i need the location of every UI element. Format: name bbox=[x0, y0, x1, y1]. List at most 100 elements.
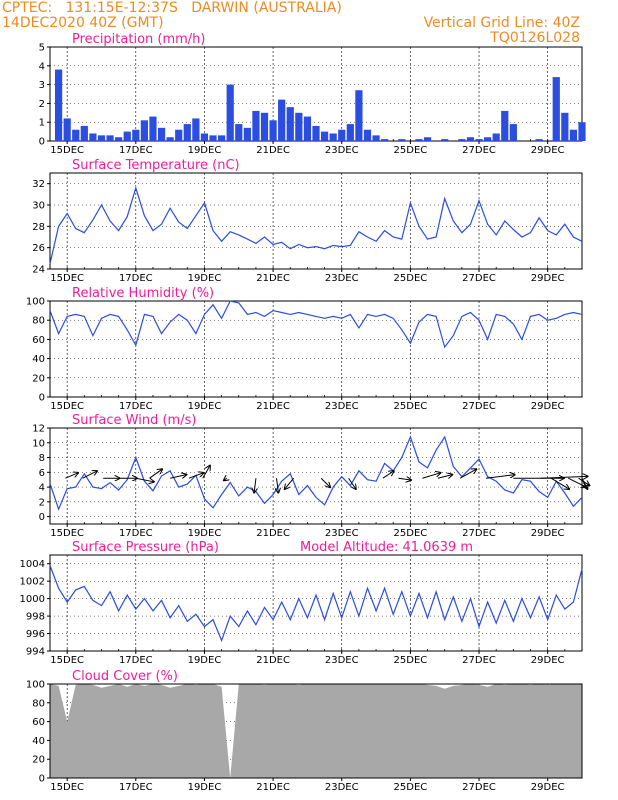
precip-bar bbox=[226, 84, 234, 141]
precip-bar bbox=[278, 99, 286, 141]
precip-bar bbox=[372, 135, 380, 141]
precip-bar bbox=[381, 139, 389, 141]
x-tick-label: 27DEC bbox=[462, 145, 496, 156]
y-tick-label: 1 bbox=[39, 118, 45, 129]
panel-frame bbox=[49, 554, 583, 652]
y-tick-label: 12 bbox=[32, 424, 45, 435]
x-tick-label: 25DEC bbox=[394, 782, 428, 793]
precip-bar bbox=[183, 124, 191, 141]
panel-title: Precipitation (mm/h) bbox=[72, 32, 205, 47]
x-tick-label: 21DEC bbox=[256, 782, 290, 793]
humidity-line bbox=[49, 300, 583, 349]
precip-bar bbox=[561, 112, 569, 141]
panel-pressure: 15DEC 17DEC 19DEC 21DEC 23DEC 25DEC 27DEC 29DEC… bbox=[20, 540, 583, 666]
precip-bar bbox=[569, 129, 578, 141]
x-tick-label: 15DEC bbox=[50, 145, 84, 156]
y-tick-label: 60 bbox=[32, 717, 45, 728]
chart-header: CPTEC: 131:15E-12:37S DARWIN (AUSTRALIA)… bbox=[0, 0, 618, 48]
wind-arrow bbox=[348, 477, 356, 489]
precip-bar bbox=[209, 135, 217, 141]
y-tick-label: 40 bbox=[32, 354, 45, 365]
precip-bar bbox=[252, 110, 260, 141]
x-tick-label: 27DEC bbox=[462, 655, 496, 666]
y-tick-label: 1004 bbox=[20, 559, 45, 570]
x-tick-label: 23DEC bbox=[325, 401, 359, 412]
y-tick-label: 100 bbox=[26, 297, 45, 308]
panel-frame bbox=[49, 300, 583, 398]
x-tick-label: 17DEC bbox=[119, 401, 153, 412]
y-tick-label: 2 bbox=[39, 497, 45, 508]
pressure-line bbox=[49, 565, 583, 643]
wind-line bbox=[49, 435, 583, 511]
precip-bar bbox=[484, 137, 492, 141]
wind-arrow bbox=[382, 471, 394, 479]
wind-arrow bbox=[202, 466, 210, 479]
x-tick-label: 15DEC bbox=[50, 401, 84, 412]
y-tick-label: 0 bbox=[39, 393, 45, 404]
y-tick-label: 0 bbox=[39, 774, 45, 785]
y-tick-label: 40 bbox=[32, 736, 45, 747]
precip-bar bbox=[243, 127, 251, 141]
y-tick-label: 32 bbox=[32, 179, 45, 190]
precip-bar bbox=[552, 77, 560, 141]
precip-bar bbox=[441, 139, 449, 141]
wind-arrow bbox=[82, 471, 97, 479]
precip-bar bbox=[157, 127, 166, 141]
y-tick-label: 24 bbox=[32, 265, 45, 276]
temperature-line bbox=[49, 185, 583, 264]
x-tick-label: 19DEC bbox=[188, 528, 222, 539]
precip-bar bbox=[97, 135, 106, 141]
y-tick-label: 10 bbox=[32, 438, 45, 449]
precip-bar bbox=[423, 137, 432, 141]
panel-annotation: Model Altitude: 41.0639 m bbox=[300, 540, 473, 555]
x-tick-label: 29DEC bbox=[531, 273, 565, 284]
precip-bar bbox=[54, 69, 63, 141]
precip-bar bbox=[363, 129, 372, 141]
y-tick-label: 5 bbox=[39, 43, 45, 54]
precip-bar bbox=[509, 124, 517, 141]
wind-arrow bbox=[422, 473, 440, 479]
precip-bar bbox=[123, 131, 131, 141]
precip-bar bbox=[578, 122, 586, 141]
precip-bar bbox=[320, 131, 329, 141]
vertical-grid-line-label: Vertical Grid Line: 40Z bbox=[423, 15, 580, 31]
y-tick-label: 1002 bbox=[20, 577, 45, 588]
precip-bar bbox=[218, 135, 226, 141]
x-tick-label: 23DEC bbox=[325, 655, 359, 666]
panel-title: Cloud Cover (%) bbox=[72, 669, 178, 684]
precip-bar bbox=[346, 124, 354, 141]
x-tick-label: 19DEC bbox=[188, 655, 222, 666]
y-tick-label: 1000 bbox=[20, 594, 45, 605]
x-tick-label: 15DEC bbox=[50, 782, 84, 793]
precip-bar bbox=[312, 125, 320, 141]
y-tick-label: 0 bbox=[39, 512, 45, 523]
precip-bar bbox=[458, 139, 466, 141]
wind-arrow bbox=[485, 475, 515, 479]
run-date: 14DEC2020 40Z (GMT) bbox=[2, 15, 164, 31]
y-tick-label: 994 bbox=[26, 647, 45, 658]
y-tick-label: 60 bbox=[32, 335, 45, 346]
x-tick-label: 23DEC bbox=[325, 782, 359, 793]
wind-arrow bbox=[149, 469, 163, 479]
y-tick-label: 6 bbox=[39, 468, 45, 479]
wind-arrow bbox=[459, 469, 476, 479]
y-tick-label: 100 bbox=[26, 680, 45, 691]
y-tick-label: 80 bbox=[32, 698, 45, 709]
panel-temperature: 15DEC 17DEC 19DEC 21DEC 23DEC 25DEC 27DEC 29DEC… bbox=[32, 158, 583, 284]
x-tick-label: 15DEC bbox=[50, 273, 84, 284]
x-tick-label: 21DEC bbox=[256, 528, 290, 539]
y-tick-label: 998 bbox=[26, 612, 45, 623]
precip-bar bbox=[398, 139, 406, 141]
x-tick-label: 27DEC bbox=[462, 782, 496, 793]
y-tick-label: 0 bbox=[39, 137, 45, 148]
precip-bar bbox=[329, 133, 337, 141]
x-tick-label: 19DEC bbox=[188, 273, 222, 284]
panel-title: Surface Temperature (nC) bbox=[72, 158, 240, 173]
precip-bar bbox=[63, 118, 71, 141]
precip-bar bbox=[72, 129, 80, 141]
wind-arrow bbox=[285, 477, 295, 489]
wind-arrow bbox=[254, 478, 256, 492]
x-tick-label: 19DEC bbox=[188, 145, 222, 156]
panel-wind: 15DEC 17DEC 19DEC 21DEC 23DEC 25DEC 27DEC 29DEC… bbox=[32, 413, 589, 539]
precip-bar bbox=[269, 120, 277, 141]
